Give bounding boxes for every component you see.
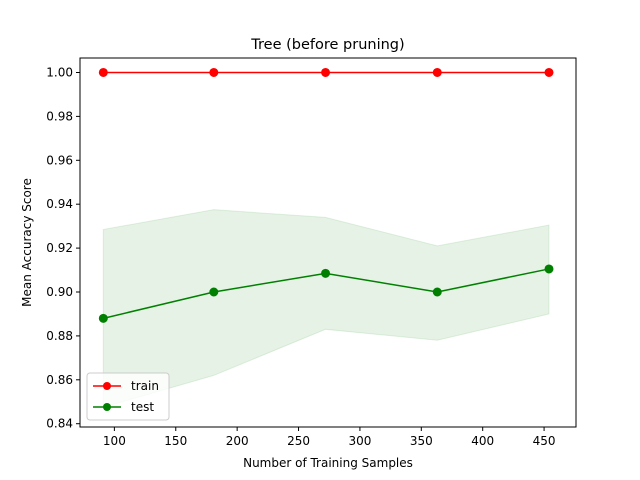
x-tick-label: 450	[533, 434, 556, 448]
legend-label-train: train	[131, 379, 159, 393]
data-point-train	[321, 67, 331, 77]
chart-title: Tree (before pruning)	[250, 37, 404, 53]
confidence-band-test	[102, 209, 550, 408]
y-tick-label: 0.86	[46, 373, 73, 387]
data-point-train	[209, 67, 219, 77]
x-tick-label: 150	[164, 434, 187, 448]
legend-label-test: test	[131, 400, 154, 414]
x-tick-label: 200	[226, 434, 249, 448]
legend-marker-train	[103, 382, 111, 390]
y-axis-title: Mean Accuracy Score	[20, 178, 34, 307]
data-point-test	[544, 264, 554, 274]
confidence-band-layer	[102, 209, 550, 408]
legend-marker-test	[103, 403, 111, 411]
data-point-test	[321, 268, 331, 278]
x-tick-label: 350	[410, 434, 433, 448]
axes-layer: 100 150 200 250 300 350 400 450 0.84 0.86 0.88 0.9…	[46, 57, 577, 448]
data-point-train	[432, 67, 442, 77]
data-point-train	[544, 67, 554, 77]
data-point-train	[98, 67, 108, 77]
x-tick-label: 400	[471, 434, 494, 448]
y-tick-label: 0.98	[46, 109, 73, 123]
x-tick-label: 250	[287, 434, 310, 448]
x-tick-label: 300	[348, 434, 371, 448]
y-axis-ticks: 0.84 0.86 0.88 0.90 0.92 0.94 0.96 0.98 1.00	[46, 65, 80, 431]
y-tick-label: 0.90	[46, 285, 73, 299]
series-layer	[98, 67, 554, 323]
x-tick-label: 100	[103, 434, 126, 448]
data-point-test	[98, 313, 108, 323]
y-tick-label: 0.92	[46, 241, 73, 255]
x-axis-ticks: 100 150 200 250 300 350 400 450	[103, 427, 556, 448]
x-axis-title: Number of Training Samples	[243, 456, 413, 470]
data-point-test	[209, 287, 219, 297]
plot-frame	[79, 57, 577, 428]
y-tick-label: 0.96	[46, 153, 73, 167]
y-tick-label: 0.88	[46, 329, 73, 343]
legend: train test	[86, 372, 170, 421]
y-tick-label: 0.94	[46, 197, 73, 211]
y-tick-label: 0.84	[46, 417, 73, 431]
y-tick-label: 1.00	[46, 65, 73, 79]
data-point-test	[432, 287, 442, 297]
